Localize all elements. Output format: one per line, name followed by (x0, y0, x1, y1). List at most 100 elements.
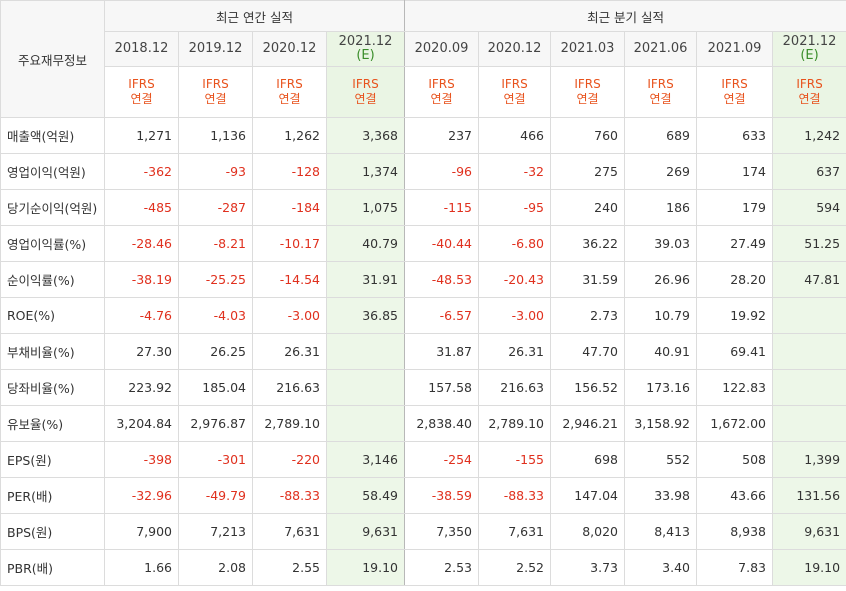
row-label: EPS(원) (0, 441, 105, 478)
consolidated-label: 연결 (503, 92, 526, 106)
table-cell: 9,631 (325, 513, 406, 550)
row-label: 순이익률(%) (0, 261, 105, 298)
table-cell: 637 (772, 153, 846, 190)
period-label: 2020.12 (487, 41, 542, 56)
table-cell: 40.91 (624, 333, 698, 370)
quarterly-group-header: 최근 분기 실적 (404, 0, 846, 32)
table-cell: 633 (696, 117, 774, 154)
table-cell: 3,204.84 (104, 405, 179, 442)
table-cell: 40.79 (325, 225, 406, 262)
annual-group-header: 최근 연간 실적 (103, 0, 406, 32)
table-cell: -25.25 (178, 261, 253, 298)
ifrs-label: IFRS (501, 77, 528, 91)
table-cell: 31.59 (550, 261, 626, 298)
period-header: 2020.09 (404, 31, 480, 67)
table-cell: -287 (178, 189, 253, 226)
period-label: 2021.06 (633, 41, 688, 56)
consolidated-label: 연결 (723, 92, 746, 106)
table-cell: 69.41 (696, 333, 774, 370)
table-cell: 269 (624, 153, 698, 190)
table-cell: 28.20 (696, 261, 774, 298)
table-row: BPS(원) 7,900 7,213 7,631 9,631 7,350 7,631 8,02… (0, 513, 846, 550)
estimate-mark: (E) (800, 48, 819, 63)
table-cell (772, 333, 846, 370)
period-label: 2021.12 (338, 34, 393, 49)
table-cell: 1,136 (178, 117, 253, 154)
consolidated-label: 연결 (649, 92, 672, 106)
table-cell: 43.66 (696, 477, 774, 514)
table-cell: 36.85 (325, 297, 406, 334)
table-cell: 7,350 (404, 513, 480, 550)
consolidated-label: 연결 (354, 92, 377, 106)
row-label: PBR(배) (0, 549, 105, 586)
period-label: 2021.03 (560, 41, 615, 56)
period-header: 2021.03 (550, 31, 626, 67)
table-row: EPS(원) -398 -301 -220 3,146 -254 -155 698 552 508… (0, 441, 846, 478)
row-label: 매출액(억원) (0, 117, 105, 154)
estimate-mark: (E) (356, 48, 375, 63)
table-cell: 2.55 (252, 549, 327, 586)
table-cell: 26.31 (252, 333, 327, 370)
table-cell: 33.98 (624, 477, 698, 514)
table-cell: 3,158.92 (624, 405, 698, 442)
ifrs-label: IFRS (428, 77, 455, 91)
ifrs-basis-header: IFRS 연결 (696, 66, 774, 118)
table-cell: 26.31 (478, 333, 552, 370)
table-cell: 508 (696, 441, 774, 478)
table-cell: 8,413 (624, 513, 698, 550)
table-cell: 26.96 (624, 261, 698, 298)
ifrs-basis-header: IFRS 연결 (404, 66, 480, 118)
table-cell: -48.53 (404, 261, 480, 298)
period-label: 2021.09 (707, 41, 762, 56)
table-cell: 1,672.00 (696, 405, 774, 442)
table-row: 부채비율(%) 27.30 26.25 26.31 31.87 26.31 47.70 40.… (0, 333, 846, 370)
table-row: 당좌비율(%) 223.92 185.04 216.63 157.58 216.63 156… (0, 369, 846, 406)
table-cell: 3,368 (325, 117, 406, 154)
table-cell: 174 (696, 153, 774, 190)
table-cell: -4.03 (178, 297, 253, 334)
table-cell: 27.49 (696, 225, 774, 262)
ifrs-header-row: IFRS 연결 IFRS 연결 IFRS 연결 IFRS 연결 IFRS 연결 IFRS 연결 IFRS… (1, 66, 846, 118)
table-cell: 2.08 (178, 549, 253, 586)
period-header: 2020.12 (252, 31, 327, 67)
table-cell: 1,262 (252, 117, 327, 154)
consolidated-label: 연결 (798, 92, 821, 106)
ifrs-label: IFRS (721, 77, 748, 91)
table-cell: -88.33 (252, 477, 327, 514)
table-cell: -38.19 (104, 261, 179, 298)
table-cell: -8.21 (178, 225, 253, 262)
ifrs-basis-header: IFRS 연결 (772, 66, 846, 118)
table-cell: 1,374 (325, 153, 406, 190)
row-label: 영업이익률(%) (0, 225, 105, 262)
table-cell: -220 (252, 441, 327, 478)
table-cell: 47.70 (550, 333, 626, 370)
table-cell: 7.83 (696, 549, 774, 586)
period-header: 2021.12 (E) (772, 31, 846, 67)
table-cell: -128 (252, 153, 327, 190)
table-cell: -254 (404, 441, 480, 478)
period-label: 2020.09 (414, 41, 469, 56)
table-cell: 2.73 (550, 297, 626, 334)
table-cell: -6.57 (404, 297, 480, 334)
ifrs-label: IFRS (574, 77, 601, 91)
row-label: ROE(%) (0, 297, 105, 334)
period-label: 2020.12 (262, 41, 317, 56)
table-cell: 216.63 (252, 369, 327, 406)
table-cell: -40.44 (404, 225, 480, 262)
period-label: 2021.12 (782, 34, 837, 49)
table-cell (325, 333, 406, 370)
table-cell: 31.87 (404, 333, 480, 370)
table-row: 매출액(억원) 1,271 1,136 1,262 3,368 237 466 760 689 6… (0, 117, 846, 154)
table-cell: -184 (252, 189, 327, 226)
ifrs-basis-header: IFRS 연결 (325, 66, 406, 118)
table-cell: 223.92 (104, 369, 179, 406)
table-cell: 36.22 (550, 225, 626, 262)
table-cell: 27.30 (104, 333, 179, 370)
table-cell: 1.66 (104, 549, 179, 586)
table-cell: 2.52 (478, 549, 552, 586)
table-cell: 7,900 (104, 513, 179, 550)
table-cell: -301 (178, 441, 253, 478)
table-cell: 216.63 (478, 369, 552, 406)
consolidated-label: 연결 (278, 92, 301, 106)
period-header: 2018.12 (104, 31, 179, 67)
